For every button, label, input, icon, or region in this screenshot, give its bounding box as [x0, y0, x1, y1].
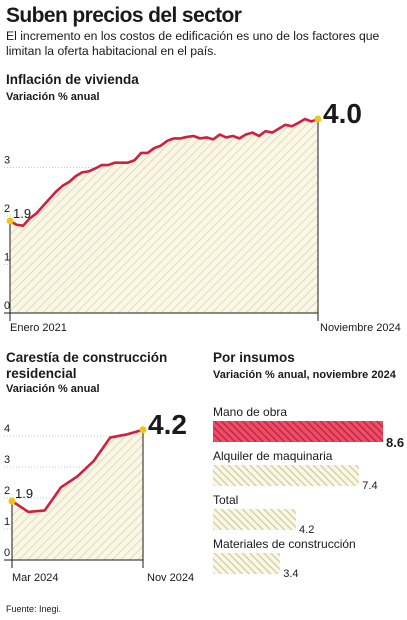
inputs-bar-chart: Mano de obra 8.6 Alquiler de maquinaria 7.4… — [213, 405, 407, 585]
bar-label: Materiales de construcción — [213, 537, 356, 551]
construction-cost-title: Carestía de construcción residencial — [6, 350, 168, 381]
housing-inflation-title: Inflación de vivienda — [6, 72, 139, 87]
housing-inflation-subtitle: Variación % anual — [6, 91, 100, 103]
inputs-title: Por insumos — [213, 350, 295, 365]
construction-cost-end-marker — [139, 426, 147, 434]
housing-inflation-chart: 0 1 2 3 1.9 4.0 — [4, 100, 362, 321]
c2-y-tick-label: 0 — [4, 547, 10, 559]
bar-label: Total — [213, 493, 239, 507]
bar — [213, 465, 360, 486]
c2-y-tick-label: 3 — [4, 454, 10, 466]
c1-y-tick-label: 3 — [4, 155, 10, 167]
housing-inflation-line — [9, 117, 319, 227]
housing-inflation-x-start: Enero 2021 — [10, 322, 67, 334]
c2-y-tick-label: 4 — [4, 423, 10, 435]
c1-y-tick-label: 0 — [4, 300, 10, 312]
housing-inflation-start-marker — [6, 217, 14, 225]
bar-value-label: 8.6 — [386, 435, 405, 450]
c1-y-tick-label: 2 — [4, 203, 10, 215]
bar-label: Alquiler de maquinaria — [213, 449, 333, 463]
page-title: Suben precios del sector — [6, 4, 242, 27]
construction-cost-line — [11, 428, 144, 514]
c1-y-tick-label: 1 — [4, 252, 10, 264]
housing-inflation-start-label: 1.9 — [13, 206, 31, 221]
bar-value-label: 4.2 — [299, 524, 315, 536]
c2-y-tick-label: 2 — [4, 485, 10, 497]
construction-cost-start-marker — [8, 497, 16, 505]
construction-cost-x-end: Nov 2024 — [147, 572, 195, 584]
bar — [213, 509, 297, 530]
housing-inflation-x-end: Noviembre 2024 — [320, 322, 401, 334]
inputs-subtitle: Variación % anual, noviembre 2024 — [213, 369, 396, 381]
housing-inflation-area — [10, 119, 318, 313]
construction-cost-start-label: 1.9 — [15, 486, 33, 501]
bar — [213, 421, 383, 442]
construction-cost-chart: 0 1 2 3 4 1.9 4.2 — [4, 409, 187, 568]
housing-inflation-end-label: 4.0 — [323, 100, 362, 129]
source-note: Fuente: Inegi. — [6, 604, 62, 614]
construction-cost-area — [12, 429, 143, 560]
construction-cost-end-label: 4.2 — [148, 409, 187, 440]
bar-label: Mano de obra — [213, 405, 288, 419]
construction-cost-subtitle: Variación % anual — [6, 383, 100, 395]
page-subtitle: El incremento en los costos de edificaci… — [6, 29, 380, 58]
housing-inflation-end-marker — [314, 115, 322, 123]
construction-cost-x-start: Mar 2024 — [12, 572, 59, 584]
bar-value-label: 7.4 — [362, 480, 378, 492]
c2-y-tick-label: 1 — [4, 516, 10, 528]
bar-value-label: 3.4 — [283, 568, 299, 580]
bar — [213, 553, 281, 574]
